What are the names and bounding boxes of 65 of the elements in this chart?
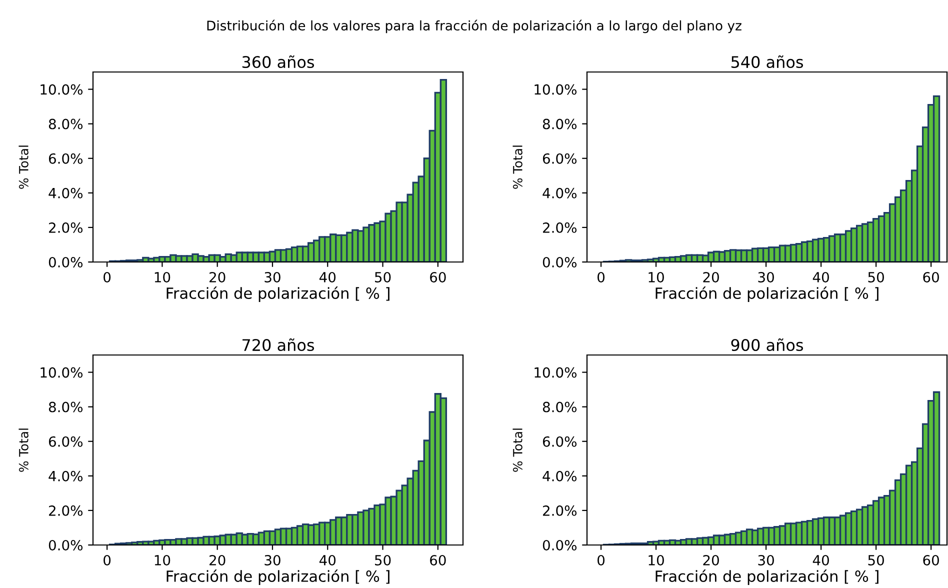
x-axis-title: Fracción de polarización [ % ] <box>656 570 878 585</box>
y-tick-label: 4.0% <box>542 470 577 482</box>
y-tick-label: 10.0% <box>40 84 83 95</box>
y-tick-label: 0.0% <box>48 256 83 268</box>
x-tick-label: 10 <box>648 554 664 566</box>
x-tick-label: 50 <box>375 272 391 282</box>
x-tick-label: 50 <box>868 554 884 566</box>
x-tick-label: 20 <box>703 554 719 566</box>
x-tick-label: 10 <box>648 272 664 282</box>
x-tick-label: 0 <box>598 554 605 566</box>
chart-title: 540 años <box>731 55 804 68</box>
y-tick-label: 10.0% <box>534 367 577 378</box>
x-axis-title: Fracción de polarización [ % ] <box>166 570 390 585</box>
y-tick-label: 4.0% <box>48 188 83 198</box>
x-tick-label: 60 <box>923 554 939 566</box>
y-tick-label: 8.0% <box>48 118 83 130</box>
y-tick-label: 2.0% <box>543 222 577 233</box>
y-axis-title: % Total <box>512 146 522 189</box>
x-tick-label: 40 <box>812 554 829 566</box>
x-tick-label: 40 <box>812 272 829 282</box>
x-tick-label: 0 <box>104 272 111 282</box>
text: Distribución de los valores para la fracción de polarización a lo largo del plano yz <box>207 20 742 34</box>
y-tick-label: 6.0% <box>542 436 577 447</box>
x-tick-label: 20 <box>210 554 226 566</box>
y-tick-label: 4.0% <box>48 470 83 482</box>
x-tick-label: 60 <box>430 272 446 282</box>
x-tick-label: 0 <box>104 554 111 566</box>
y-tick-label: 0.0% <box>542 256 577 268</box>
x-tick-label: 20 <box>210 272 226 282</box>
y-tick-label: 2.0% <box>49 222 83 233</box>
y-axis-title: % Total <box>512 428 522 472</box>
x-tick-label: 60 <box>430 554 446 566</box>
x-axis-title: Fracción de polarización [ % ] <box>656 286 878 302</box>
y-tick-label: 2.0% <box>543 505 577 516</box>
x-tick-label: 60 <box>923 272 939 282</box>
y-tick-label: 6.0% <box>48 436 83 447</box>
y-axis-title: % Total <box>18 428 28 472</box>
y-tick-label: 0.0% <box>542 540 577 550</box>
x-tick-label: 50 <box>375 554 391 566</box>
y-axis-title: % Total <box>18 146 28 189</box>
x-tick-label: 30 <box>758 554 774 566</box>
y-tick-label: 4.0% <box>542 188 577 198</box>
x-tick-label: 10 <box>154 272 170 282</box>
x-tick-label: 30 <box>264 272 280 282</box>
y-tick-label: 6.0% <box>48 153 83 164</box>
x-tick-label: 20 <box>703 272 719 282</box>
x-axis-title: Fracción de polarización [ % ] <box>166 286 390 302</box>
x-tick-label: 30 <box>758 272 774 282</box>
y-tick-label: 0.0% <box>48 540 83 550</box>
y-tick-label: 10.0% <box>534 84 577 95</box>
x-tick-label: 50 <box>868 272 884 282</box>
y-tick-label: 10.0% <box>40 367 83 378</box>
chart-title: 360 años <box>242 55 314 68</box>
y-tick-label: 8.0% <box>48 402 83 412</box>
y-tick-label: 6.0% <box>542 153 577 164</box>
chart-title: 720 años <box>242 338 314 352</box>
x-tick-label: 30 <box>264 554 280 566</box>
y-tick-label: 2.0% <box>49 505 83 516</box>
chart-title: 900 años <box>731 338 804 352</box>
x-tick-label: 0 <box>598 272 605 282</box>
y-tick-label: 8.0% <box>542 118 577 130</box>
x-tick-label: 10 <box>154 554 170 566</box>
x-tick-label: 40 <box>319 554 336 566</box>
y-tick-label: 8.0% <box>542 402 577 412</box>
x-tick-label: 40 <box>319 272 336 282</box>
